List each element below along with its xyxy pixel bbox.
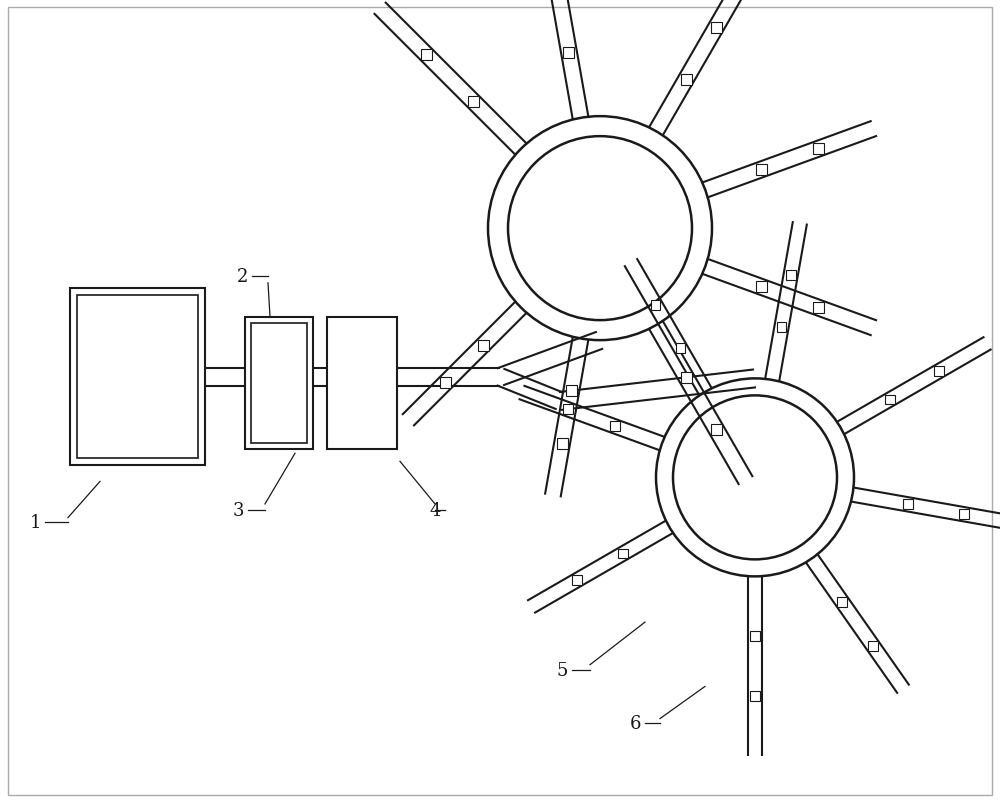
Bar bbox=[813, 144, 824, 155]
Bar bbox=[421, 50, 432, 61]
Circle shape bbox=[486, 115, 714, 343]
Bar bbox=[572, 576, 582, 585]
Bar bbox=[77, 296, 198, 459]
Bar bbox=[934, 367, 944, 377]
Text: 6: 6 bbox=[630, 714, 641, 732]
Bar bbox=[750, 632, 760, 642]
Bar bbox=[566, 386, 577, 397]
Bar bbox=[750, 691, 760, 702]
Bar bbox=[327, 317, 397, 450]
Bar bbox=[618, 549, 628, 559]
Bar bbox=[680, 372, 692, 383]
Text: 1: 1 bbox=[30, 513, 41, 531]
Bar bbox=[710, 424, 722, 435]
Bar bbox=[786, 271, 796, 280]
Bar bbox=[251, 323, 307, 444]
Text: 4: 4 bbox=[430, 501, 441, 519]
Bar bbox=[468, 97, 479, 108]
Bar bbox=[680, 75, 692, 86]
Bar bbox=[557, 438, 568, 450]
Bar bbox=[70, 289, 205, 466]
Text: 5: 5 bbox=[557, 662, 568, 679]
Bar bbox=[959, 510, 969, 520]
Bar bbox=[676, 344, 685, 354]
Bar bbox=[756, 282, 767, 293]
Bar bbox=[868, 641, 878, 651]
Bar bbox=[885, 395, 895, 405]
Bar bbox=[813, 303, 824, 314]
Bar bbox=[610, 422, 620, 432]
Bar bbox=[651, 300, 660, 311]
Bar bbox=[756, 165, 767, 176]
Bar bbox=[710, 22, 722, 34]
Bar bbox=[245, 317, 313, 450]
Bar bbox=[563, 47, 574, 59]
Bar bbox=[563, 405, 573, 415]
Bar bbox=[903, 499, 913, 510]
Text: 3: 3 bbox=[233, 501, 244, 519]
Circle shape bbox=[654, 377, 856, 579]
Bar bbox=[777, 323, 786, 333]
Bar bbox=[478, 340, 489, 351]
Bar bbox=[837, 597, 847, 607]
Bar bbox=[440, 377, 451, 389]
Text: 2: 2 bbox=[237, 268, 248, 286]
